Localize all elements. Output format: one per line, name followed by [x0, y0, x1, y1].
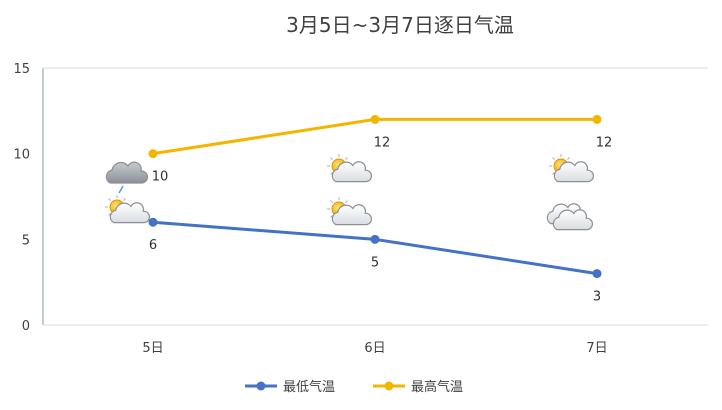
data-point	[148, 217, 158, 227]
y-tick-label: 15	[13, 62, 30, 77]
legend-label: 最低气温	[283, 379, 335, 395]
weather-icons	[105, 154, 595, 231]
y-tick-label: 10	[13, 148, 30, 163]
data-point	[592, 269, 602, 279]
legend-marker	[256, 381, 266, 391]
data-point	[592, 114, 602, 124]
legend: 最低气温 最高气温	[245, 379, 463, 395]
x-tick-labels: 5日 6日 7日	[142, 341, 607, 356]
partly-cloudy-icon	[327, 197, 373, 226]
data-point	[370, 234, 380, 244]
cloudy-icon	[105, 161, 149, 194]
partly-cloudy-icon	[105, 195, 151, 224]
partly-cloudy-icon	[549, 154, 595, 183]
chart-title: 3月5日~3月7日逐日气温	[286, 13, 514, 37]
cloudy-icon	[546, 203, 594, 231]
y-tick-label: 5	[22, 233, 30, 248]
x-tick-label: 5日	[142, 341, 163, 356]
data-label: 10	[152, 170, 169, 185]
data-label: 12	[374, 135, 391, 150]
legend-label: 最高气温	[411, 379, 463, 395]
data-label: 6	[149, 238, 157, 253]
y-tick-labels: 0 5 10 15	[13, 62, 30, 334]
data-label: 5	[371, 255, 379, 270]
legend-marker	[384, 381, 394, 391]
series-group: 6 5 3 10 12 12	[148, 114, 613, 305]
x-tick-label: 7日	[586, 341, 607, 356]
data-label: 12	[596, 135, 613, 150]
data-point	[148, 149, 158, 159]
x-tick-label: 6日	[364, 341, 385, 356]
partly-cloudy-icon	[327, 154, 373, 183]
data-point	[370, 114, 380, 124]
y-tick-label: 0	[22, 319, 30, 334]
data-label: 3	[593, 290, 601, 305]
